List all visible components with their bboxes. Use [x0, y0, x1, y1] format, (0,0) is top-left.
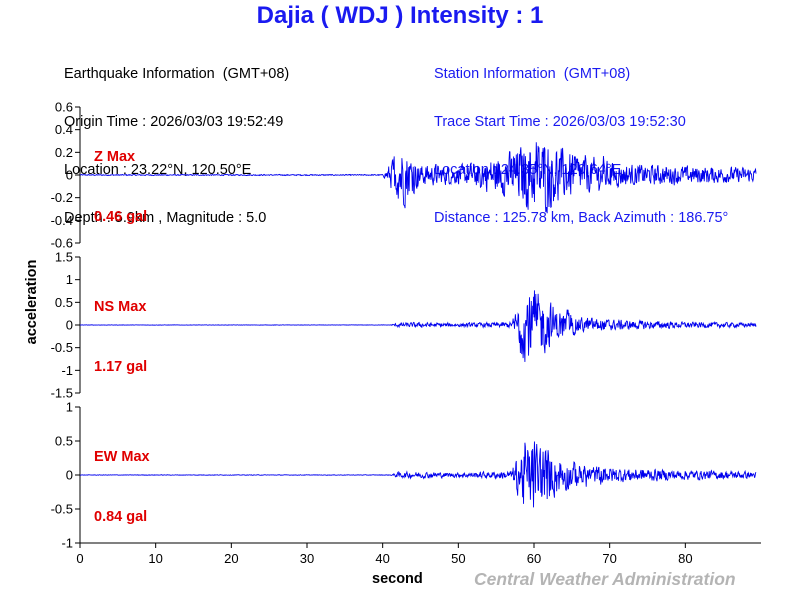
earthquake-info-heading: Earthquake Information (GMT+08): [64, 66, 290, 82]
ns-waveform: [79, 290, 757, 362]
z-y-tick-label: -0.2: [51, 190, 73, 205]
chart-title: Dajia ( WDJ ) Intensity : 1: [256, 2, 544, 29]
ew-max-value: 0.84 gal: [94, 509, 148, 525]
x-tick-label: 40: [375, 551, 389, 566]
ew-y-tick-label: 0.5: [55, 434, 73, 449]
x-tick-label: 20: [224, 551, 238, 566]
ns-y-tick-label: -1.5: [51, 386, 73, 401]
ew-y-tick-label: -0.5: [51, 502, 73, 517]
z-y-tick-label: -0.6: [51, 236, 73, 251]
x-tick-label: 10: [148, 551, 162, 566]
ns-y-tick-label: 1: [66, 272, 73, 287]
z-y-tick-label: -0.4: [51, 213, 73, 228]
ns-y-tick-label: 0: [66, 318, 73, 333]
z-y-tick-label: 0: [66, 168, 73, 183]
x-tick-label: 0: [76, 551, 83, 566]
x-tick-label: 30: [300, 551, 314, 566]
ew-y-tick-label: 1: [66, 400, 73, 415]
depth-magnitude: Depth : 5.9km , Magnitude : 5.0: [64, 210, 267, 226]
x-tick-label: 60: [527, 551, 541, 566]
x-tick-label: 50: [451, 551, 465, 566]
z-max-value: 0.46 gal: [94, 209, 148, 225]
ns-y-tick-label: 0.5: [55, 295, 73, 310]
station-info: Station Information (GMT+08) Trace Start…: [434, 34, 728, 242]
ew-max-annotation: EW Max 0.84 gal: [94, 407, 150, 547]
z-y-tick-label: 0.6: [55, 100, 73, 115]
z-max-label: Z Max: [94, 149, 136, 165]
ew-y-tick-label: -1: [61, 536, 73, 551]
z-y-tick-label: 0.2: [55, 145, 73, 160]
x-tick-label: 70: [602, 551, 616, 566]
earthquake-info: Earthquake Information (GMT+08) Origin T…: [64, 34, 289, 242]
station-info-heading: Station Information (GMT+08): [434, 66, 631, 82]
x-axis-label: second: [372, 571, 423, 587]
ew-max-label: EW Max: [94, 449, 150, 465]
x-tick-label: 80: [678, 551, 692, 566]
z-max-annotation: Z Max 0.46 gal: [94, 107, 147, 247]
trace-start-time: Trace Start Time : 2026/03/03 19:52:30: [434, 114, 686, 130]
ns-max-label: NS Max: [94, 299, 147, 315]
distance-azimuth: Distance : 125.78 km, Back Azimuth : 186…: [434, 210, 729, 226]
ns-y-tick-label: 1.5: [55, 250, 73, 265]
y-axis-label: acceleration: [24, 259, 40, 345]
z-y-tick-label: 0.4: [55, 122, 73, 137]
ns-max-annotation: NS Max 1.17 gal: [94, 257, 147, 397]
z-waveform: [79, 142, 757, 214]
ew-y-tick-label: 0: [66, 468, 73, 483]
ew-waveform: [79, 441, 757, 508]
epicenter-location: Location : 23.22°N, 120.50°E: [64, 162, 252, 178]
ns-y-tick-label: -1: [61, 363, 73, 378]
ns-y-tick-label: -0.5: [51, 340, 73, 355]
ns-max-value: 1.17 gal: [94, 359, 148, 375]
agency-credit: Central Weather Administration: [474, 569, 736, 589]
origin-time: Origin Time : 2026/03/03 19:52:49: [64, 114, 284, 130]
